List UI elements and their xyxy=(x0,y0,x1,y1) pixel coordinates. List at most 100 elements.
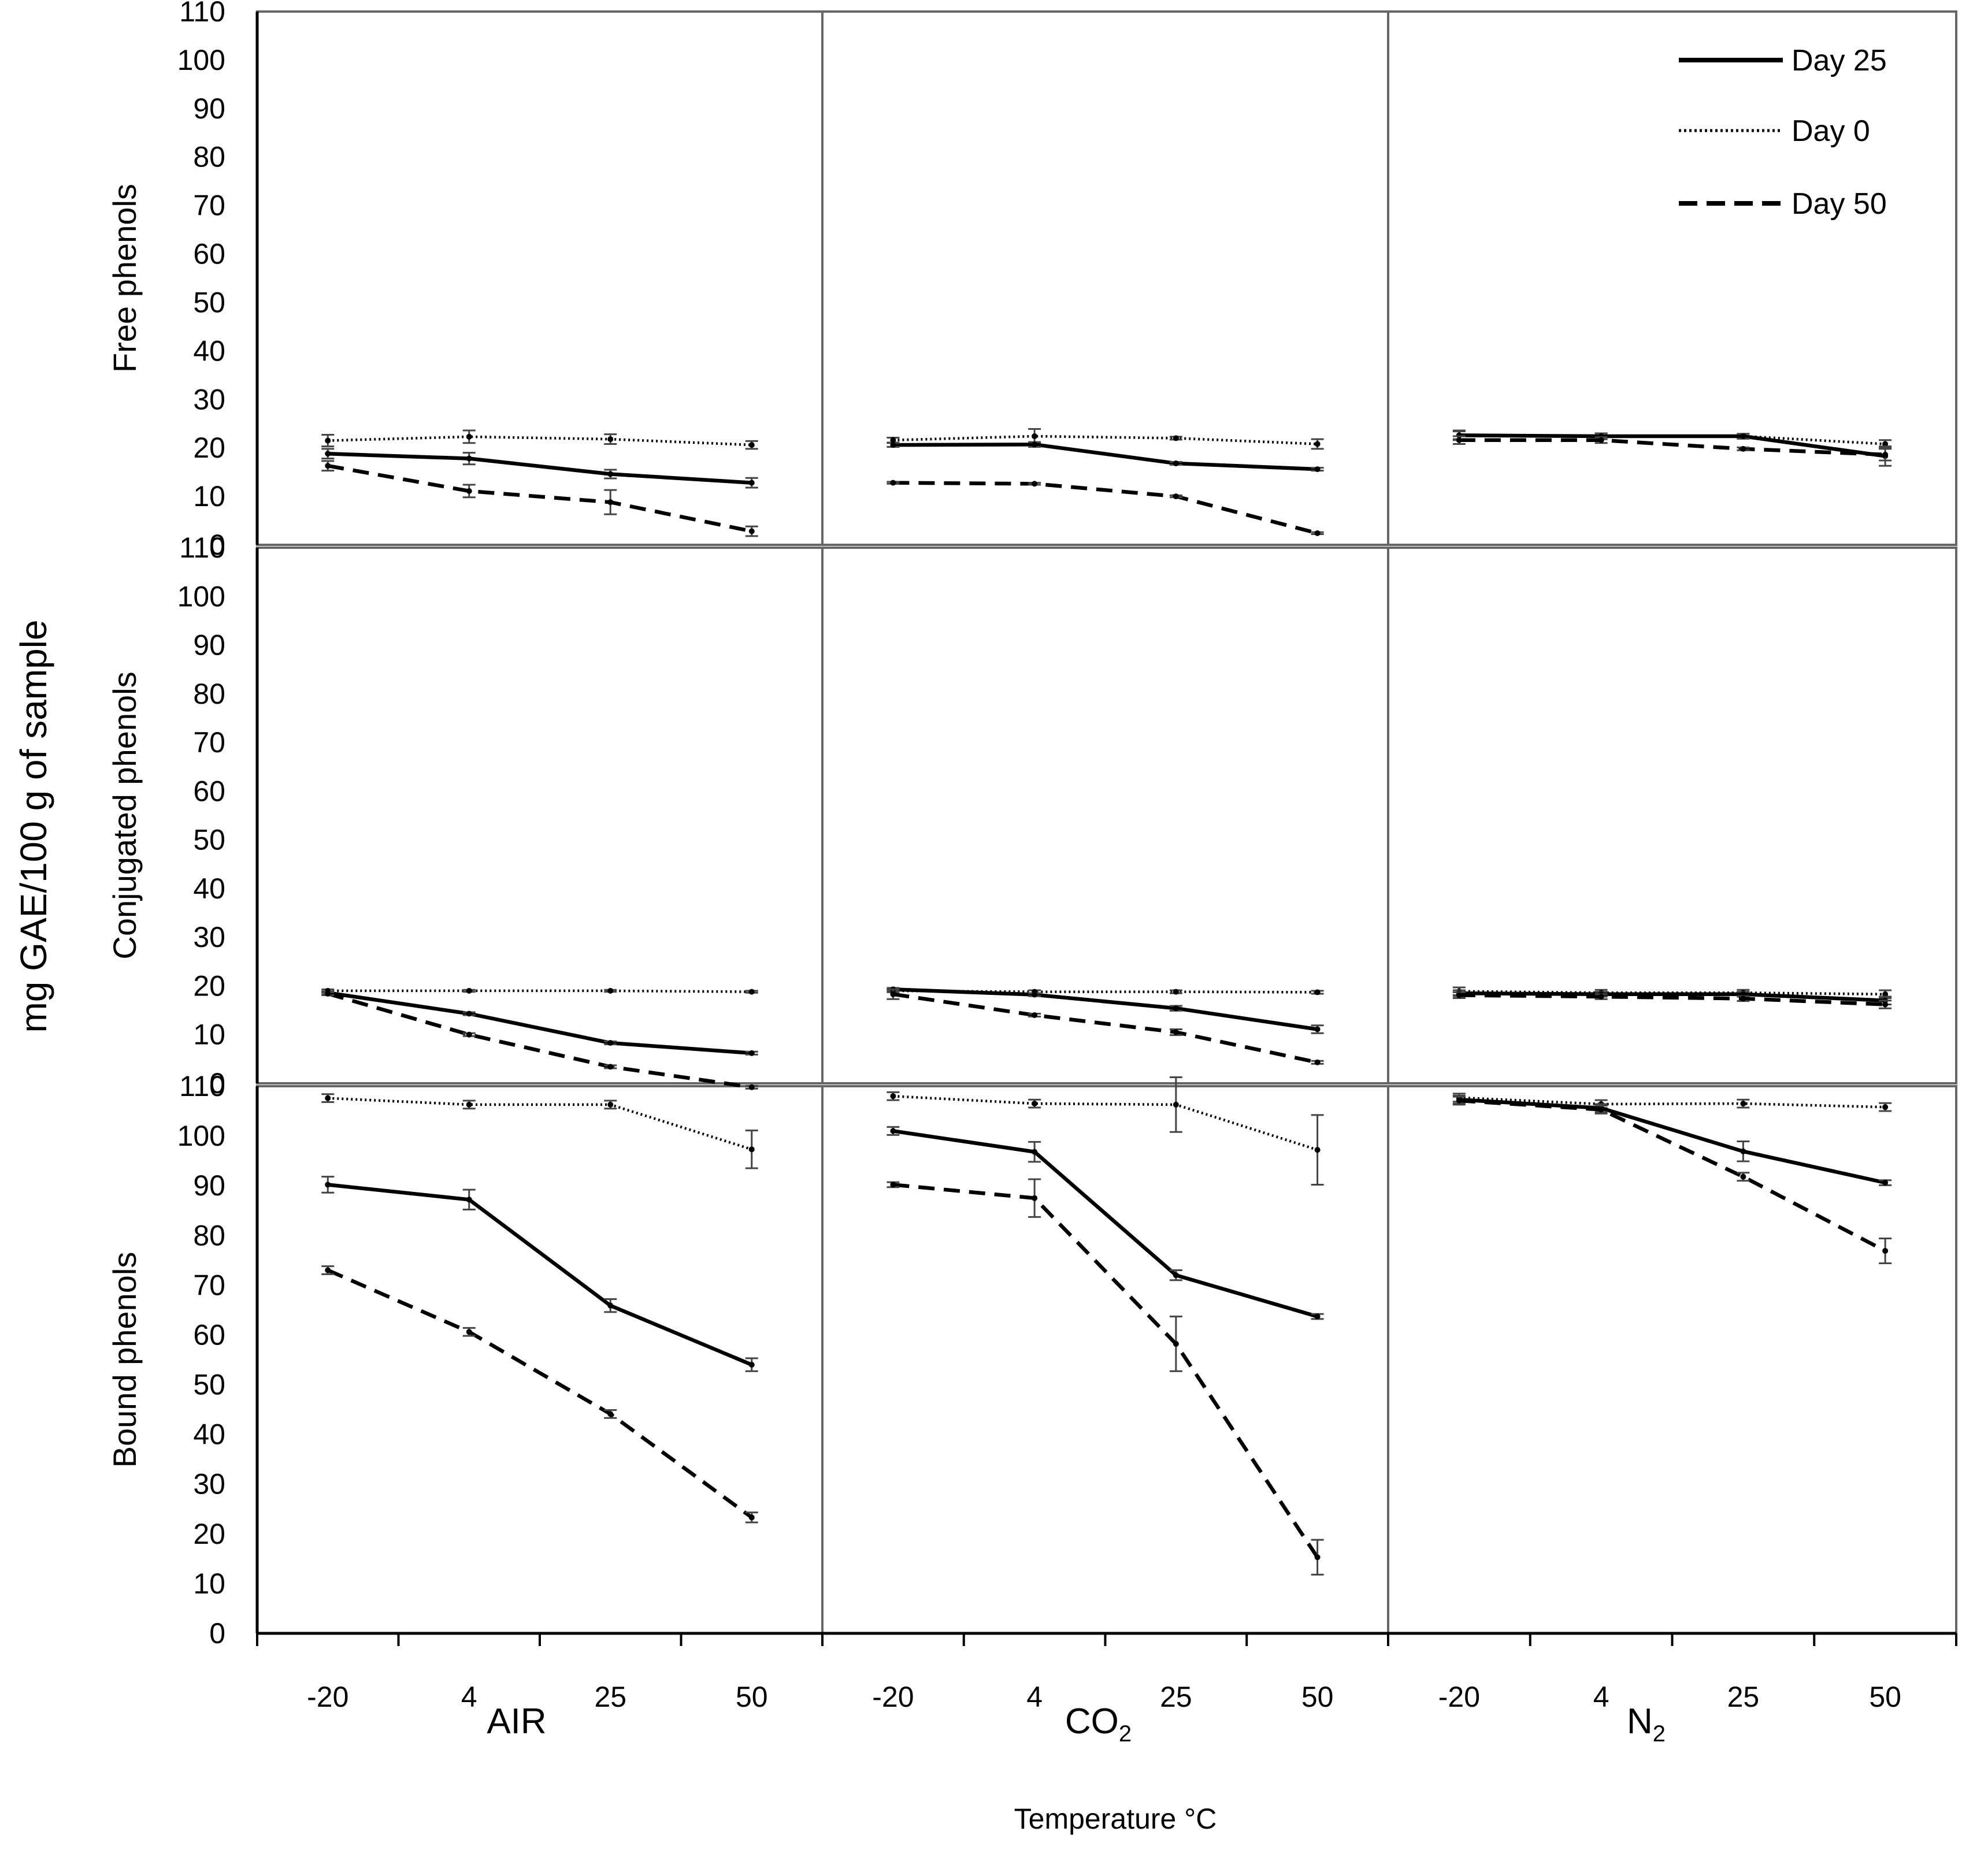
data-point-day-25-bound-co2-2 xyxy=(1173,1272,1179,1279)
data-point-day-25-free-air-0 xyxy=(325,451,331,457)
column-label-subscript-co2: 2 xyxy=(1119,1721,1132,1747)
y-tick-label-conjugated-20: 20 xyxy=(193,969,225,1002)
series-line-day-25-conjugated-air xyxy=(327,991,752,1056)
data-point-day-0-bound-co2-2 xyxy=(1173,1101,1179,1108)
x-tick-label-n2-3: 50 xyxy=(1869,1681,1901,1713)
data-point-day-0-bound-co2-3 xyxy=(1314,1147,1321,1153)
data-point-day-0-free-co2-2 xyxy=(1173,435,1179,441)
y-tick-label-conjugated-90: 90 xyxy=(193,629,225,662)
y-tick-label-free-110: 110 xyxy=(179,0,225,28)
data-point-day-0-conjugated-air-2 xyxy=(607,987,614,994)
data-point-day-0-free-co2-0 xyxy=(890,437,896,443)
data-point-day-0-bound-n2-3 xyxy=(1882,1104,1889,1110)
panel-bound-n2 xyxy=(1452,1093,1892,1264)
data-point-day-50-free-n2-2 xyxy=(1740,445,1746,452)
y-tick-label-bound-50: 50 xyxy=(193,1369,225,1401)
y-tick-label-free-50: 50 xyxy=(193,286,225,318)
series-line-day-50-conjugated-n2 xyxy=(1459,993,1886,1006)
series-line-day-25-bound-co2 xyxy=(892,1129,1318,1318)
x-axis-title: Temperature °C xyxy=(1014,1803,1217,1835)
data-point-day-50-conjugated-n2-1 xyxy=(1598,993,1604,1000)
panel-bound-air xyxy=(321,1093,758,1524)
y-tick-label-conjugated-50: 50 xyxy=(193,824,225,856)
panel-bound-co2 xyxy=(887,1076,1324,1576)
data-point-day-25-free-co2-2 xyxy=(1173,460,1179,467)
data-point-day-50-bound-co2-0 xyxy=(890,1182,896,1188)
data-point-day-25-bound-n2-3 xyxy=(1882,1180,1889,1186)
data-point-day-50-conjugated-co2-2 xyxy=(1173,1029,1179,1035)
row-label-bound: Bound phenols xyxy=(106,1252,143,1468)
data-point-day-0-free-air-2 xyxy=(607,436,614,443)
data-point-day-50-bound-n2-1 xyxy=(1598,1106,1604,1113)
data-point-day-0-conjugated-air-3 xyxy=(748,989,755,995)
x-tick-label-air-3: 50 xyxy=(736,1681,768,1713)
data-point-day-0-bound-air-3 xyxy=(748,1146,755,1153)
y-tick-label-free-20: 20 xyxy=(193,432,225,464)
panel-frame-free-n2 xyxy=(1387,10,1957,546)
data-point-day-0-bound-co2-1 xyxy=(1032,1101,1038,1107)
data-point-day-25-free-air-1 xyxy=(466,455,472,462)
series-line-day-50-free-n2 xyxy=(1459,438,1886,457)
y-tick-label-conjugated-110: 110 xyxy=(179,532,225,564)
series-line-day-50-free-air xyxy=(327,464,752,533)
data-point-day-0-conjugated-n2-3 xyxy=(1882,991,1889,997)
column-label-main-air: AIR xyxy=(487,1702,546,1741)
data-point-day-50-conjugated-co2-0 xyxy=(890,991,896,997)
panels-layer xyxy=(256,10,1957,1634)
series-line-day-50-free-co2 xyxy=(893,481,1318,536)
data-point-day-0-bound-air-1 xyxy=(466,1101,472,1108)
series-line-day-25-free-co2 xyxy=(893,443,1318,471)
y-tick-label-bound-20: 20 xyxy=(193,1518,225,1550)
data-point-day-0-conjugated-co2-3 xyxy=(1314,989,1321,995)
y-tick-label-free-70: 70 xyxy=(193,190,225,222)
data-point-day-50-free-co2-1 xyxy=(1032,481,1038,487)
data-point-day-50-free-air-1 xyxy=(466,488,472,494)
data-point-day-0-conjugated-co2-2 xyxy=(1173,989,1179,995)
data-point-day-50-conjugated-air-3 xyxy=(748,1084,755,1090)
column-label-air: AIR xyxy=(487,1702,546,1741)
column-label-co2: CO2 xyxy=(1065,1702,1132,1747)
data-point-day-0-bound-n2-2 xyxy=(1740,1101,1746,1107)
data-point-day-25-bound-air-2 xyxy=(607,1302,614,1309)
x-tick-label-n2-1: 4 xyxy=(1593,1681,1609,1713)
panel-conjugated-air xyxy=(321,987,758,1090)
y-tick-label-bound-80: 80 xyxy=(193,1219,225,1251)
panel-conjugated-n2 xyxy=(1452,986,1892,1009)
row-label-free: Free phenols xyxy=(106,184,143,373)
data-point-day-50-conjugated-air-1 xyxy=(466,1031,472,1038)
data-point-day-50-bound-n2-2 xyxy=(1740,1173,1746,1180)
data-point-day-50-bound-co2-1 xyxy=(1032,1195,1038,1201)
x-tick-label-co2-2: 25 xyxy=(1160,1681,1192,1713)
panel-free-air xyxy=(321,429,758,537)
data-point-day-0-bound-co2-0 xyxy=(890,1093,896,1099)
data-point-day-25-free-co2-3 xyxy=(1314,466,1321,473)
data-point-day-0-free-air-3 xyxy=(748,442,755,448)
series-line-day-25-bound-n2 xyxy=(1459,1097,1886,1185)
y-tick-label-conjugated-40: 40 xyxy=(193,872,225,905)
data-point-day-0-free-co2-3 xyxy=(1314,441,1321,447)
y-tick-label-conjugated-70: 70 xyxy=(193,726,225,759)
data-point-day-50-free-n2-1 xyxy=(1598,437,1604,443)
data-point-day-25-bound-co2-0 xyxy=(890,1128,896,1134)
y-tick-label-free-80: 80 xyxy=(193,141,225,173)
data-point-day-25-bound-n2-2 xyxy=(1740,1148,1746,1154)
data-point-day-0-conjugated-air-1 xyxy=(466,987,472,994)
panel-conjugated-co2 xyxy=(887,986,1324,1065)
data-point-day-50-free-n2-3 xyxy=(1882,451,1889,458)
legend-label-day-0: Day 0 xyxy=(1792,114,1870,148)
data-point-day-50-conjugated-n2-2 xyxy=(1740,995,1746,1002)
y-tick-label-bound-60: 60 xyxy=(193,1318,225,1351)
data-point-day-50-conjugated-n2-3 xyxy=(1882,1001,1889,1008)
column-label-n2: N2 xyxy=(1627,1702,1666,1747)
x-tick-label-co2-3: 50 xyxy=(1301,1681,1334,1713)
data-point-day-0-free-n2-3 xyxy=(1882,441,1889,447)
data-point-day-50-free-air-3 xyxy=(748,528,755,534)
y-tick-label-free-100: 100 xyxy=(177,44,225,76)
data-point-day-25-free-air-2 xyxy=(607,471,614,477)
data-point-day-50-bound-co2-2 xyxy=(1173,1340,1179,1347)
series-line-day-25-conjugated-n2 xyxy=(1459,991,1886,1002)
data-point-day-50-bound-air-3 xyxy=(748,1514,755,1521)
data-point-day-25-conjugated-air-2 xyxy=(607,1040,614,1046)
legend-label-day-50: Day 50 xyxy=(1792,187,1887,221)
x-tick-label-co2-0: -20 xyxy=(872,1681,914,1713)
